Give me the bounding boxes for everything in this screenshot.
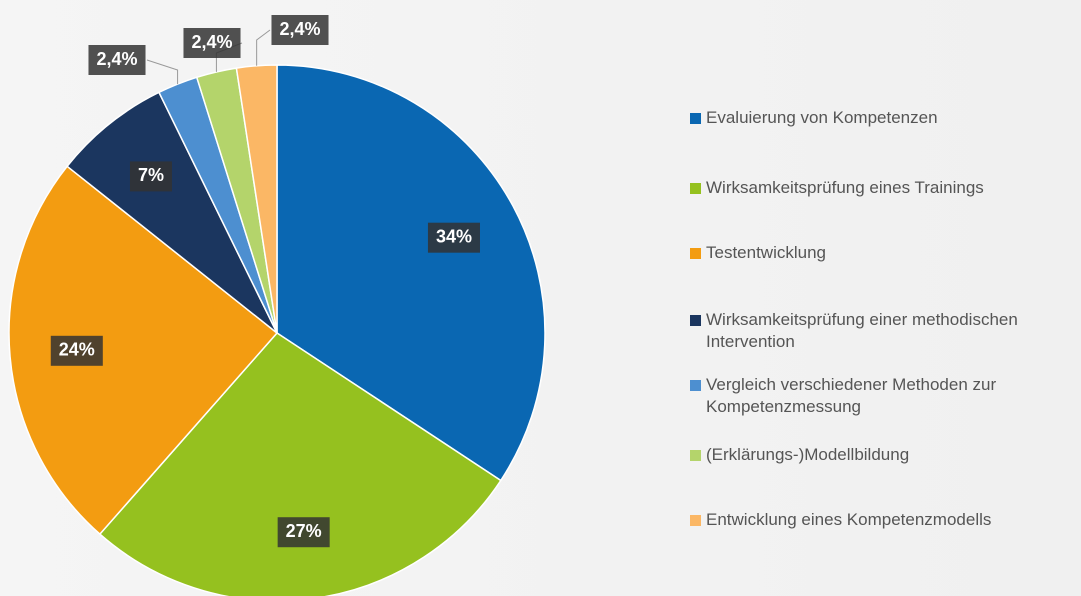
data-label-box: [271, 15, 329, 45]
data-label-box: [183, 28, 241, 58]
legend-item: Entwicklung eines Kompetenzmodells: [690, 509, 1050, 531]
leader-line: [256, 29, 271, 66]
data-label-text: 24%: [59, 340, 95, 360]
pie-slice: [8, 165, 279, 536]
legend-label: Entwicklung eines Kompetenzmodells: [706, 510, 992, 529]
data-label-box: [88, 45, 146, 75]
legend-item: Evaluierung von Kompetenzen: [690, 107, 1050, 129]
data-label-box: [427, 222, 480, 253]
data-label: 2,4%: [183, 28, 241, 58]
legend-swatch: [690, 315, 701, 326]
legend-label: Testentwicklung: [706, 243, 827, 262]
legend-label: (Erklärungs-)Modellbildung: [706, 445, 910, 464]
data-label: 27%: [277, 517, 330, 548]
legend-label: Vergleich verschiedener Methoden zur Kom…: [706, 375, 997, 416]
legend-swatch: [690, 515, 701, 526]
legend-swatch: [690, 113, 701, 124]
data-label: 2,4%: [271, 15, 329, 45]
legend-item: Testentwicklung: [690, 242, 1050, 264]
data-label-text: 27%: [286, 521, 322, 541]
data-label: 24%: [50, 335, 103, 366]
legend-swatch: [690, 450, 701, 461]
legend-label: Wirksamkeitsprüfung eines Trainings: [706, 178, 984, 197]
legend-swatch: [690, 248, 701, 259]
data-label: 7%: [129, 161, 172, 192]
legend-swatch: [690, 183, 701, 194]
pie-slice: [98, 332, 502, 596]
legend-swatch: [690, 380, 701, 391]
data-label-text: 2,4%: [191, 32, 232, 52]
data-label-box: [277, 517, 330, 548]
legend-label: Wirksamkeitsprüfung einer methodischen I…: [706, 310, 1018, 351]
data-label-box: [129, 161, 172, 192]
data-label-text: 2,4%: [279, 19, 320, 39]
data-label-text: 34%: [436, 226, 472, 246]
data-label-text: 2,4%: [96, 49, 137, 69]
data-label-text: 7%: [138, 165, 164, 185]
legend-item: Wirksamkeitsprüfung eines Trainings: [690, 177, 1050, 199]
leader-line: [146, 59, 179, 85]
data-label: 2,4%: [88, 45, 146, 75]
legend-label: Evaluierung von Kompetenzen: [706, 108, 938, 127]
legend-item: (Erklärungs-)Modellbildung: [690, 444, 1050, 466]
legend-item: Wirksamkeitsprüfung einer methodischen I…: [690, 309, 1050, 353]
data-label-box: [50, 335, 103, 366]
data-label: 34%: [427, 222, 480, 253]
pie-slice: [66, 91, 278, 334]
legend-item: Vergleich verschiedener Methoden zur Kom…: [690, 374, 1050, 418]
